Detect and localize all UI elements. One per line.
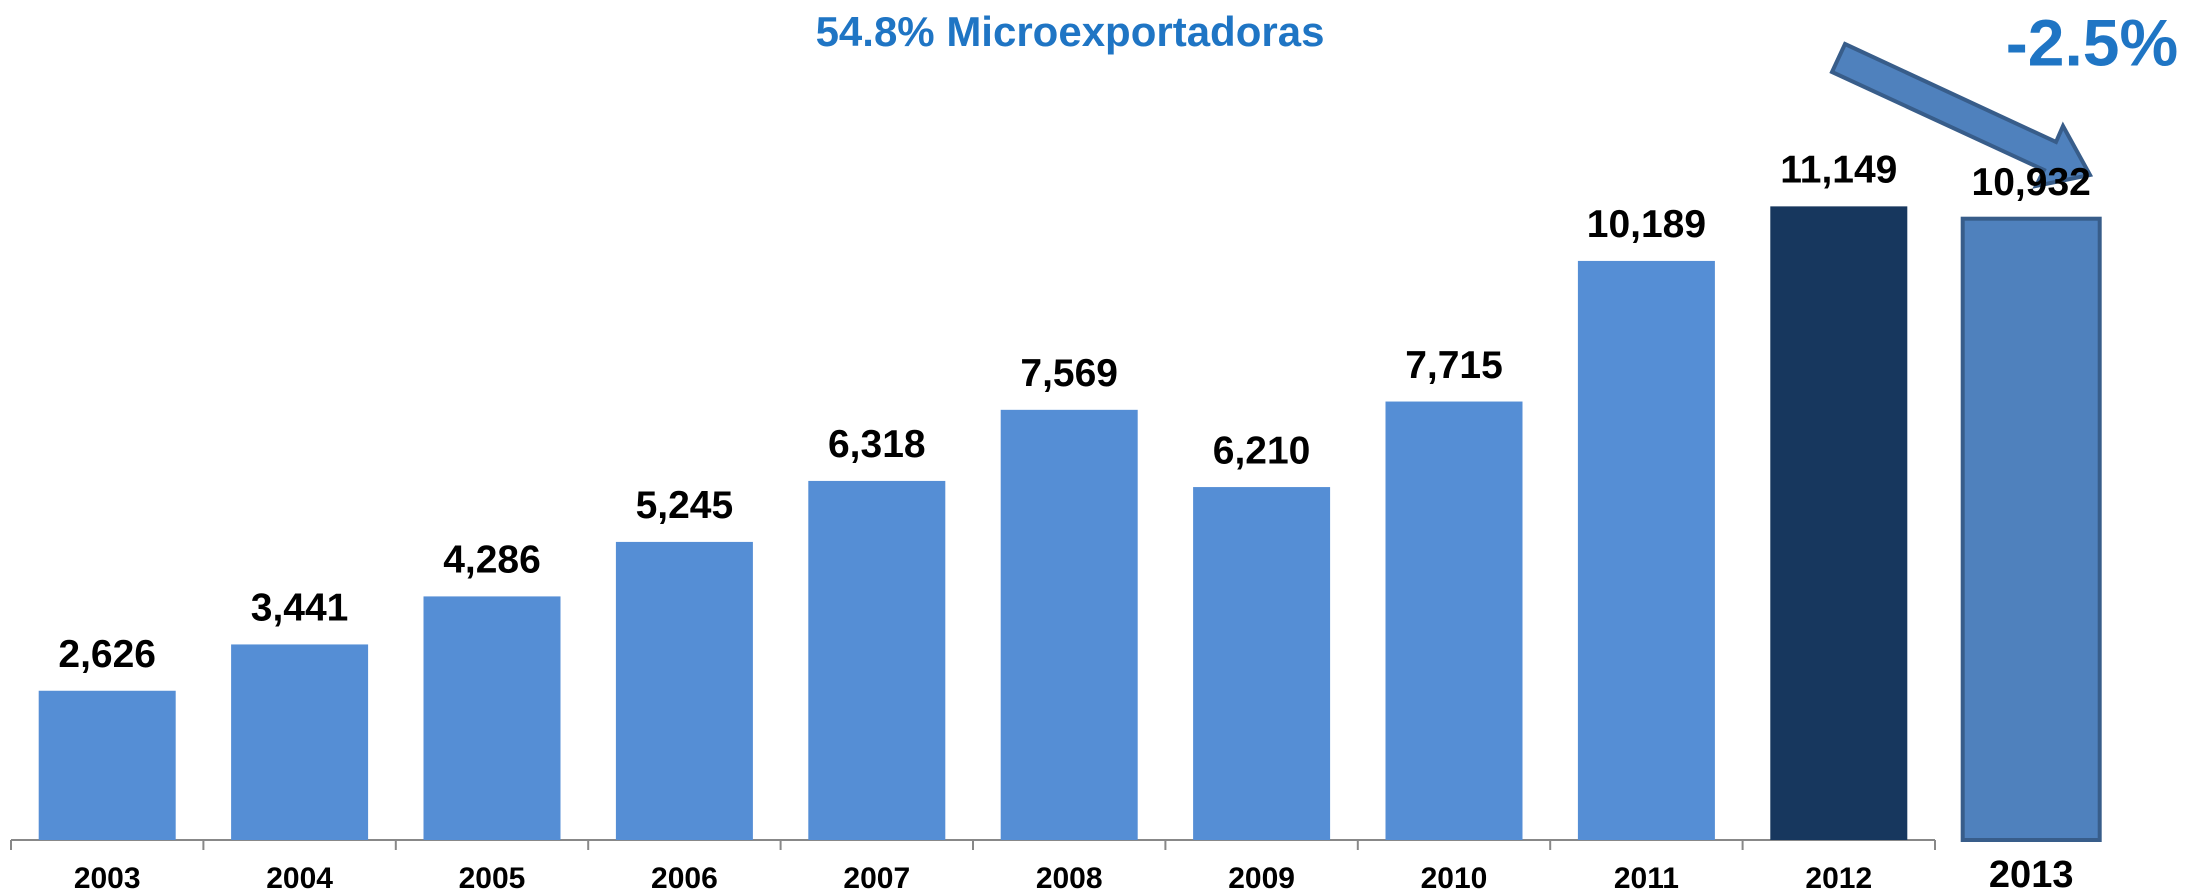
value-label: 5,245 xyxy=(636,484,734,527)
trend-arrow xyxy=(1829,41,2094,189)
bar xyxy=(231,644,369,840)
x-tick-label: 2007 xyxy=(843,862,910,895)
value-label: 2,626 xyxy=(58,633,156,676)
value-label: 4,286 xyxy=(443,539,541,582)
bar xyxy=(1770,206,1908,840)
x-tick-label: 2006 xyxy=(651,862,718,895)
value-label: 10,189 xyxy=(1587,203,1706,246)
bar xyxy=(1960,216,2102,842)
x-tick-label: 2003 xyxy=(74,862,141,895)
x-tick-label: 2013 xyxy=(1989,854,2074,896)
bar xyxy=(1577,260,1715,840)
x-tick-label: 2004 xyxy=(266,862,333,895)
bar xyxy=(423,596,561,840)
chart-title: 54.8% Microexportadoras xyxy=(816,8,1325,55)
bar xyxy=(1385,401,1523,840)
value-label: 7,569 xyxy=(1020,352,1118,395)
x-tick-label: 2005 xyxy=(459,862,526,895)
bar xyxy=(38,690,176,840)
bar xyxy=(808,480,946,840)
value-label: 7,715 xyxy=(1405,344,1503,387)
bar xyxy=(1193,487,1331,840)
x-tick-label: 2012 xyxy=(1805,862,1872,895)
x-tick-label: 2008 xyxy=(1036,862,1103,895)
x-tick-label: 2010 xyxy=(1421,862,1488,895)
value-label: 6,318 xyxy=(828,423,926,466)
x-tick-label: 2011 xyxy=(1614,862,1679,895)
bar xyxy=(1000,409,1138,840)
value-label: 11,149 xyxy=(1780,149,1897,192)
bar xyxy=(615,541,753,840)
value-label: 10,932 xyxy=(1972,161,2091,204)
value-label: 6,210 xyxy=(1213,429,1311,472)
x-tick-label: 2009 xyxy=(1228,862,1295,895)
value-label: 3,441 xyxy=(251,587,349,630)
change-annotation: -2.5% xyxy=(2006,5,2178,79)
